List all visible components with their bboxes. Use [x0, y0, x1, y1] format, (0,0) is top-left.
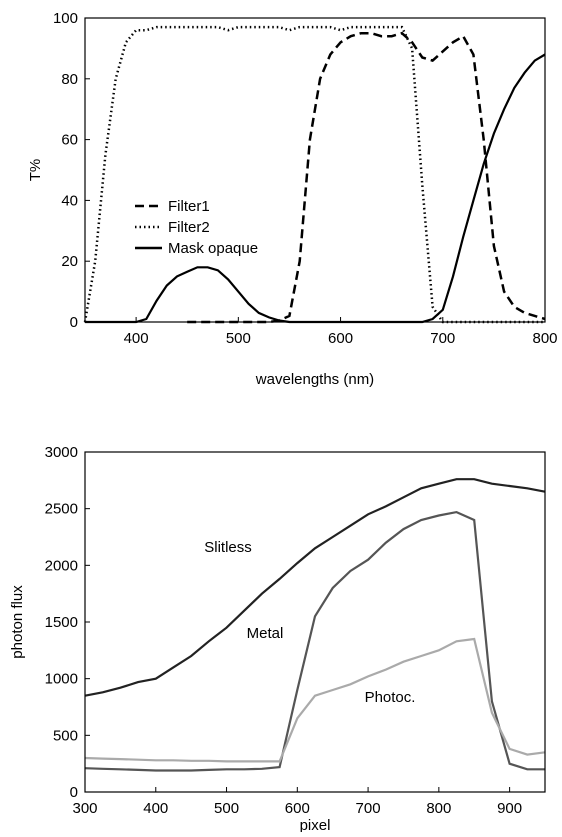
x-axis-label: pixel — [300, 817, 331, 832]
plot-frame — [84, 17, 546, 323]
y-tick-label: 1000 — [45, 671, 78, 688]
x-tick-label: 300 — [72, 800, 97, 817]
y-tick-label: 0 — [70, 784, 78, 801]
y-axis-label: T% — [27, 159, 44, 182]
x-tick-label: 700 — [430, 330, 455, 347]
x-tick-label: 500 — [226, 330, 251, 347]
x-tick-label: 800 — [532, 330, 557, 347]
x-tick-label: 500 — [214, 800, 239, 817]
y-tick-label: 20 — [61, 253, 78, 270]
y-tick-label: 80 — [61, 71, 78, 88]
legend-label: Mask opaque — [168, 240, 258, 257]
y-tick-label: 2000 — [45, 557, 78, 574]
series-line — [187, 31, 546, 324]
x-tick-label: 700 — [356, 800, 381, 817]
series-line — [83, 25, 545, 324]
y-tick-label: 0 — [70, 314, 78, 331]
series-line — [85, 53, 546, 324]
y-tick-label: 60 — [61, 132, 78, 149]
x-axis-label: wavelengths (nm) — [255, 371, 374, 388]
series-line — [84, 478, 546, 697]
x-tick-label: 800 — [426, 800, 451, 817]
plot-frame — [84, 451, 546, 793]
series-label: Metal — [247, 625, 284, 642]
y-tick-label: 40 — [61, 192, 78, 209]
x-tick-label: 400 — [143, 800, 168, 817]
series-line — [84, 637, 546, 763]
y-tick-label: 1500 — [45, 614, 78, 631]
y-tick-label: 3000 — [45, 444, 78, 461]
x-tick-label: 600 — [285, 800, 310, 817]
x-tick-label: 900 — [497, 800, 522, 817]
series-line — [84, 510, 545, 772]
series-label: Slitless — [204, 539, 252, 556]
y-tick-label: 500 — [53, 727, 78, 744]
legend-label: Filter1 — [168, 198, 210, 215]
y-tick-label: 2500 — [45, 501, 78, 518]
x-tick-label: 600 — [328, 330, 353, 347]
x-tick-label: 400 — [124, 330, 149, 347]
legend-label: Filter2 — [168, 219, 210, 236]
series-label: Photoc. — [365, 689, 416, 706]
y-axis-label: photon flux — [9, 585, 26, 659]
y-tick-label: 100 — [53, 10, 78, 27]
